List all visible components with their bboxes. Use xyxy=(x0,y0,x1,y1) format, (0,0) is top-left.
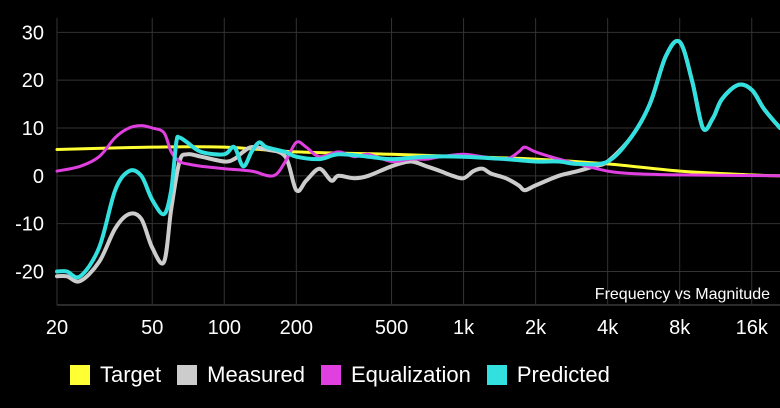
x-tick-label: 1k xyxy=(453,317,475,339)
series-line-measured xyxy=(55,38,780,284)
legend-label: Measured xyxy=(207,362,305,387)
legend-label: Target xyxy=(100,362,162,387)
x-tick-label: 100 xyxy=(208,317,241,339)
x-tick-label: 8k xyxy=(669,317,691,339)
y-tick-label: 10 xyxy=(22,118,44,140)
x-tick-label: 500 xyxy=(375,317,408,339)
series-layer xyxy=(55,38,780,284)
x-tick-label: 4k xyxy=(597,317,619,339)
y-tick-label: 0 xyxy=(33,166,44,188)
legend-item-measured: Measured xyxy=(177,362,305,388)
x-tick-label: 16k xyxy=(736,317,769,339)
series-line-predicted xyxy=(55,38,780,280)
legend-swatch xyxy=(486,365,507,385)
legend-item-predicted: Predicted xyxy=(486,362,610,388)
legend-item-equalization: Equalization xyxy=(321,362,471,388)
legend-swatch xyxy=(70,365,90,385)
x-tick-label: 50 xyxy=(141,317,163,339)
chart-title: Frequency vs Magnitude xyxy=(595,286,770,303)
series-line-equalization xyxy=(55,124,780,178)
x-tick-label: 200 xyxy=(280,317,313,339)
x-tick-label: 2k xyxy=(525,317,547,339)
legend-label: Predicted xyxy=(516,362,610,387)
y-tick-label: 20 xyxy=(22,70,44,92)
y-tick-label: -20 xyxy=(15,262,44,284)
chart-legend: Target Measured Equalization Predicted xyxy=(70,362,610,388)
legend-swatch xyxy=(321,365,341,385)
legend-label: Equalization xyxy=(351,362,471,387)
y-tick-label: 30 xyxy=(22,22,44,44)
legend-swatch xyxy=(177,365,198,385)
x-tick-label: 20 xyxy=(46,317,68,339)
legend-item-target: Target xyxy=(70,362,161,388)
y-tick-label: -10 xyxy=(15,214,44,236)
